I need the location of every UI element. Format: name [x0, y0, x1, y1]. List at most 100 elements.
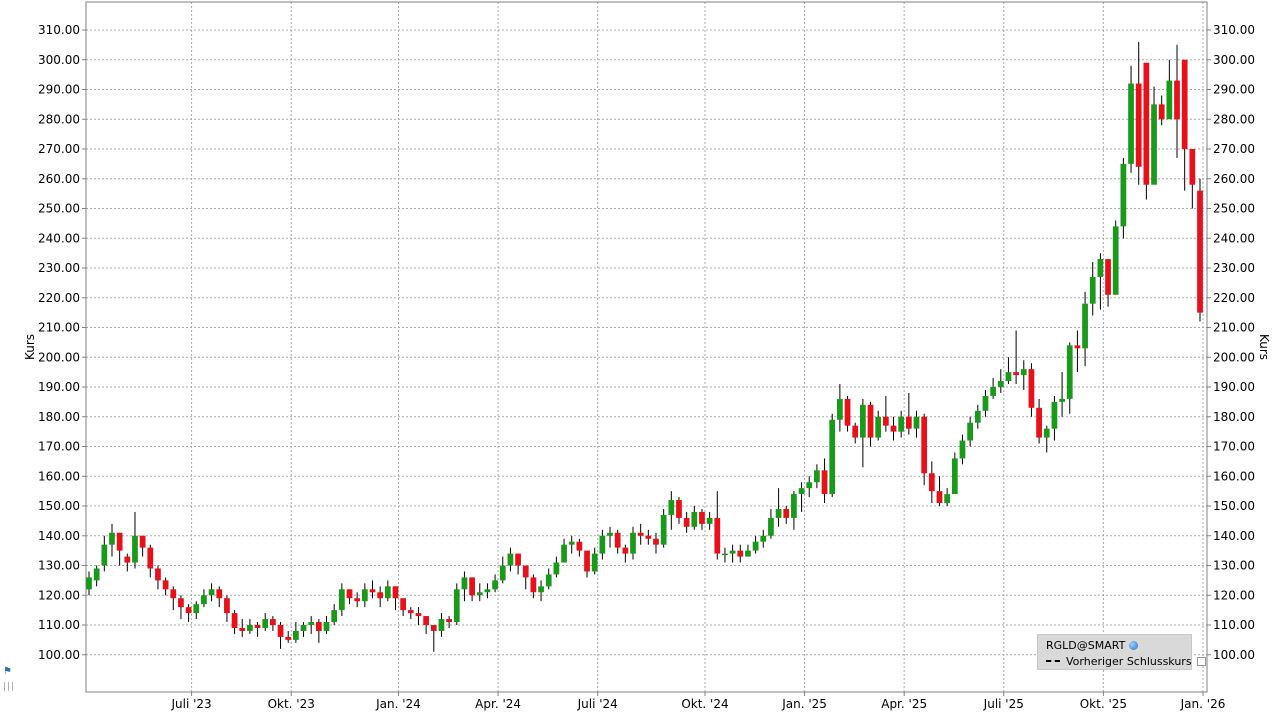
candle — [729, 544, 736, 563]
candle-body-down — [162, 580, 169, 590]
candle — [645, 529, 652, 545]
candle — [1097, 253, 1104, 310]
y-tick-label-right: 180.00 — [1213, 410, 1255, 424]
legend[interactable]: RGLD@SMART Vorheriger Schlusskurs — [1037, 634, 1206, 670]
candle-body-down — [285, 636, 292, 640]
candle-body-up — [944, 494, 951, 504]
candle — [178, 595, 184, 620]
candle — [438, 613, 445, 637]
candle — [522, 565, 529, 590]
candle-body-up — [568, 541, 575, 545]
candle-body-up — [951, 458, 958, 495]
candle-body-up — [1089, 276, 1096, 304]
candle — [1151, 86, 1157, 185]
candle — [959, 434, 966, 465]
candle-body-up — [1005, 372, 1012, 382]
candle-body-down — [1028, 369, 1035, 408]
legend-symbol-row[interactable]: RGLD@SMART — [1046, 639, 1139, 652]
candle — [407, 607, 414, 620]
y-tick-label-left: 200.00 — [38, 350, 80, 364]
y-tick-label-right: 170.00 — [1213, 440, 1255, 454]
y-tick-label-right: 140.00 — [1213, 529, 1255, 543]
candle — [913, 410, 920, 438]
candle — [990, 378, 996, 399]
candle — [1128, 65, 1134, 173]
y-tick-label-left: 160.00 — [38, 469, 80, 483]
grid-lines — [86, 2, 1207, 692]
y-axis-label-right: Kurs — [1257, 334, 1271, 360]
candle — [1005, 357, 1012, 385]
y-tick-label-right: 190.00 — [1213, 380, 1255, 394]
candle-body-down — [224, 598, 230, 614]
candle — [293, 622, 299, 643]
candle-body-down — [346, 589, 353, 599]
candle — [553, 556, 560, 578]
x-tick-label: Juli '25 — [983, 697, 1024, 711]
candle-body-down — [1074, 345, 1081, 349]
candle — [262, 613, 269, 631]
candle — [300, 622, 307, 637]
y-tick-label-right: 120.00 — [1213, 588, 1255, 602]
y-tick-label-right: 130.00 — [1213, 559, 1255, 573]
legend-symbol: RGLD@SMART — [1046, 639, 1126, 652]
candle-body-up — [461, 577, 468, 590]
chart-tool-icon[interactable]: ⚑ — [3, 666, 12, 677]
candle — [798, 482, 805, 512]
candle — [538, 580, 544, 602]
candle — [170, 586, 177, 611]
candle-body-up — [1066, 345, 1073, 399]
candle-body-up — [538, 586, 544, 593]
candle-body-up — [913, 416, 920, 429]
candle-body-up — [806, 482, 813, 489]
candle-body-up — [193, 604, 200, 614]
scrollbar-handle-icon[interactable]: ||| — [3, 682, 16, 692]
candle-body-down — [415, 613, 422, 617]
candle — [124, 553, 131, 572]
candle-body-up — [859, 404, 866, 438]
candle-body-down — [185, 607, 192, 614]
candle — [369, 580, 376, 599]
candle-body-up — [1082, 303, 1088, 349]
candle — [231, 610, 238, 634]
candle-body-up — [476, 592, 483, 596]
candle-body-up — [768, 517, 774, 536]
candle-body-down — [867, 404, 874, 438]
candle-body-up — [1128, 83, 1134, 164]
candle-body-down — [170, 589, 177, 599]
candle — [331, 604, 338, 625]
candle-body-up — [798, 488, 805, 495]
y-tick-label-right: 280.00 — [1213, 112, 1255, 126]
candle — [760, 529, 767, 548]
candle — [338, 583, 345, 617]
candle — [668, 491, 675, 530]
candle — [515, 553, 521, 575]
candle — [768, 508, 774, 539]
candle — [630, 526, 636, 560]
candle — [93, 565, 100, 587]
candle-body-up — [591, 553, 598, 572]
x-tick-label: Okt. '23 — [268, 697, 315, 711]
candle-body-up — [837, 398, 843, 420]
candle-body-down — [1158, 104, 1165, 120]
candle-body-down — [576, 541, 583, 551]
candle-body-down — [1197, 190, 1203, 313]
x-tick-label: Apr. '24 — [475, 697, 521, 711]
y-tick-label-left: 140.00 — [38, 529, 80, 543]
candle — [1189, 149, 1196, 209]
candle-body-down — [637, 532, 644, 536]
candle-body-up — [775, 508, 782, 518]
y-axis-label-left: Kurs — [23, 334, 37, 360]
x-tick-label: Juli '23 — [171, 697, 212, 711]
candle-body-up — [247, 625, 253, 631]
candle-body-up — [760, 535, 767, 542]
candle-body-up — [300, 625, 307, 631]
candle — [193, 601, 200, 620]
legend-prev-close-row[interactable]: Vorheriger Schlusskurs — [1046, 655, 1206, 668]
prev-close-checkbox[interactable] — [1196, 657, 1206, 666]
candle — [147, 544, 154, 578]
candle — [745, 544, 751, 557]
candle — [1143, 62, 1150, 200]
candle — [944, 488, 951, 506]
candle — [1043, 425, 1050, 453]
